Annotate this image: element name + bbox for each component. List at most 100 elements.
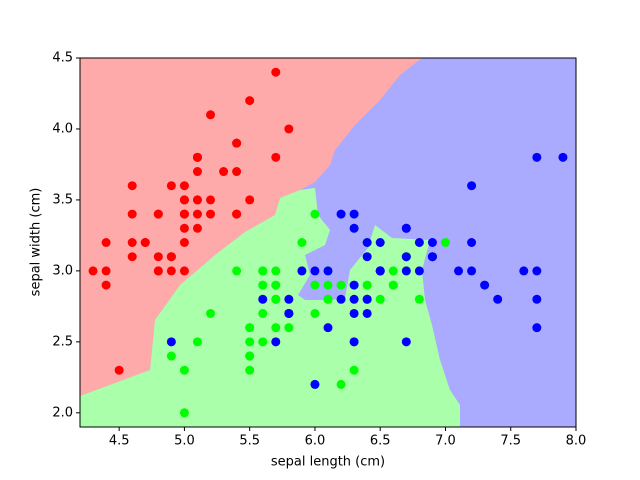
point: [532, 266, 542, 276]
x-tick-label: 6.0: [305, 434, 326, 449]
point: [310, 280, 320, 290]
point: [101, 238, 111, 247]
point: [480, 280, 490, 290]
point: [310, 379, 320, 389]
point: [140, 238, 150, 247]
point: [179, 181, 189, 191]
point: [271, 152, 281, 162]
point: [284, 124, 294, 134]
point: [284, 308, 294, 318]
point: [258, 337, 268, 347]
x-tick-label: 5.5: [239, 434, 260, 449]
point: [297, 266, 307, 276]
x-axis-label: sepal length (cm): [271, 455, 385, 470]
x-tick-label: 8.0: [566, 434, 587, 449]
point: [427, 238, 437, 247]
point: [232, 209, 242, 219]
point: [336, 294, 346, 304]
point: [258, 294, 268, 304]
point: [467, 266, 477, 276]
decision-regions: [80, 58, 576, 427]
point: [532, 323, 542, 333]
point: [101, 266, 111, 276]
point: [179, 266, 189, 276]
point: [362, 252, 372, 262]
point: [258, 308, 268, 318]
point: [179, 223, 189, 233]
point: [166, 351, 176, 361]
point: [401, 337, 411, 347]
point: [336, 209, 346, 219]
point: [127, 252, 137, 262]
x-tick-label: 7.5: [500, 434, 521, 449]
point: [454, 266, 464, 276]
point: [375, 294, 385, 304]
point: [179, 408, 189, 418]
point: [271, 67, 281, 77]
point: [323, 280, 333, 290]
y-tick-label: 2.0: [52, 405, 73, 420]
y-tick-label: 4.5: [52, 51, 73, 66]
point: [375, 266, 385, 276]
point: [271, 266, 281, 276]
point: [232, 266, 242, 276]
point: [232, 138, 242, 148]
point: [323, 323, 333, 333]
point: [179, 238, 189, 247]
point: [153, 252, 163, 262]
point: [179, 365, 189, 375]
point: [297, 238, 307, 247]
point: [362, 294, 372, 304]
point: [388, 280, 398, 290]
point: [192, 223, 202, 233]
y-tick-label: 3.0: [52, 263, 73, 278]
point: [245, 351, 255, 361]
point: [362, 280, 372, 290]
point: [127, 181, 137, 191]
point: [362, 238, 372, 247]
point: [414, 238, 424, 247]
point: [206, 209, 216, 219]
point: [245, 323, 255, 333]
point: [153, 266, 163, 276]
point: [166, 337, 176, 347]
point: [519, 266, 529, 276]
point: [192, 195, 202, 205]
x-tick-label: 4.5: [109, 434, 130, 449]
point: [440, 238, 450, 247]
point: [349, 337, 359, 347]
point: [558, 152, 568, 162]
point: [532, 294, 542, 304]
point: [532, 152, 542, 162]
point: [179, 209, 189, 219]
x-tick-label: 6.5: [370, 434, 391, 449]
point: [310, 308, 320, 318]
point: [114, 365, 124, 375]
point: [349, 294, 359, 304]
point: [192, 167, 202, 177]
point: [375, 238, 385, 247]
point: [493, 294, 503, 304]
point: [388, 266, 398, 276]
region-green: [80, 188, 460, 427]
point: [127, 238, 137, 247]
point: [362, 308, 372, 318]
point: [192, 337, 202, 347]
point: [284, 323, 294, 333]
y-axis-label: sepal width (cm): [29, 188, 44, 297]
point: [271, 294, 281, 304]
point: [467, 181, 477, 191]
point: [467, 238, 477, 247]
point: [245, 96, 255, 106]
point: [349, 280, 359, 290]
point: [310, 209, 320, 219]
point: [349, 365, 359, 375]
point: [401, 266, 411, 276]
point: [166, 266, 176, 276]
point: [219, 167, 229, 177]
point: [271, 337, 281, 347]
point: [349, 209, 359, 219]
point: [336, 379, 346, 389]
point: [284, 294, 294, 304]
